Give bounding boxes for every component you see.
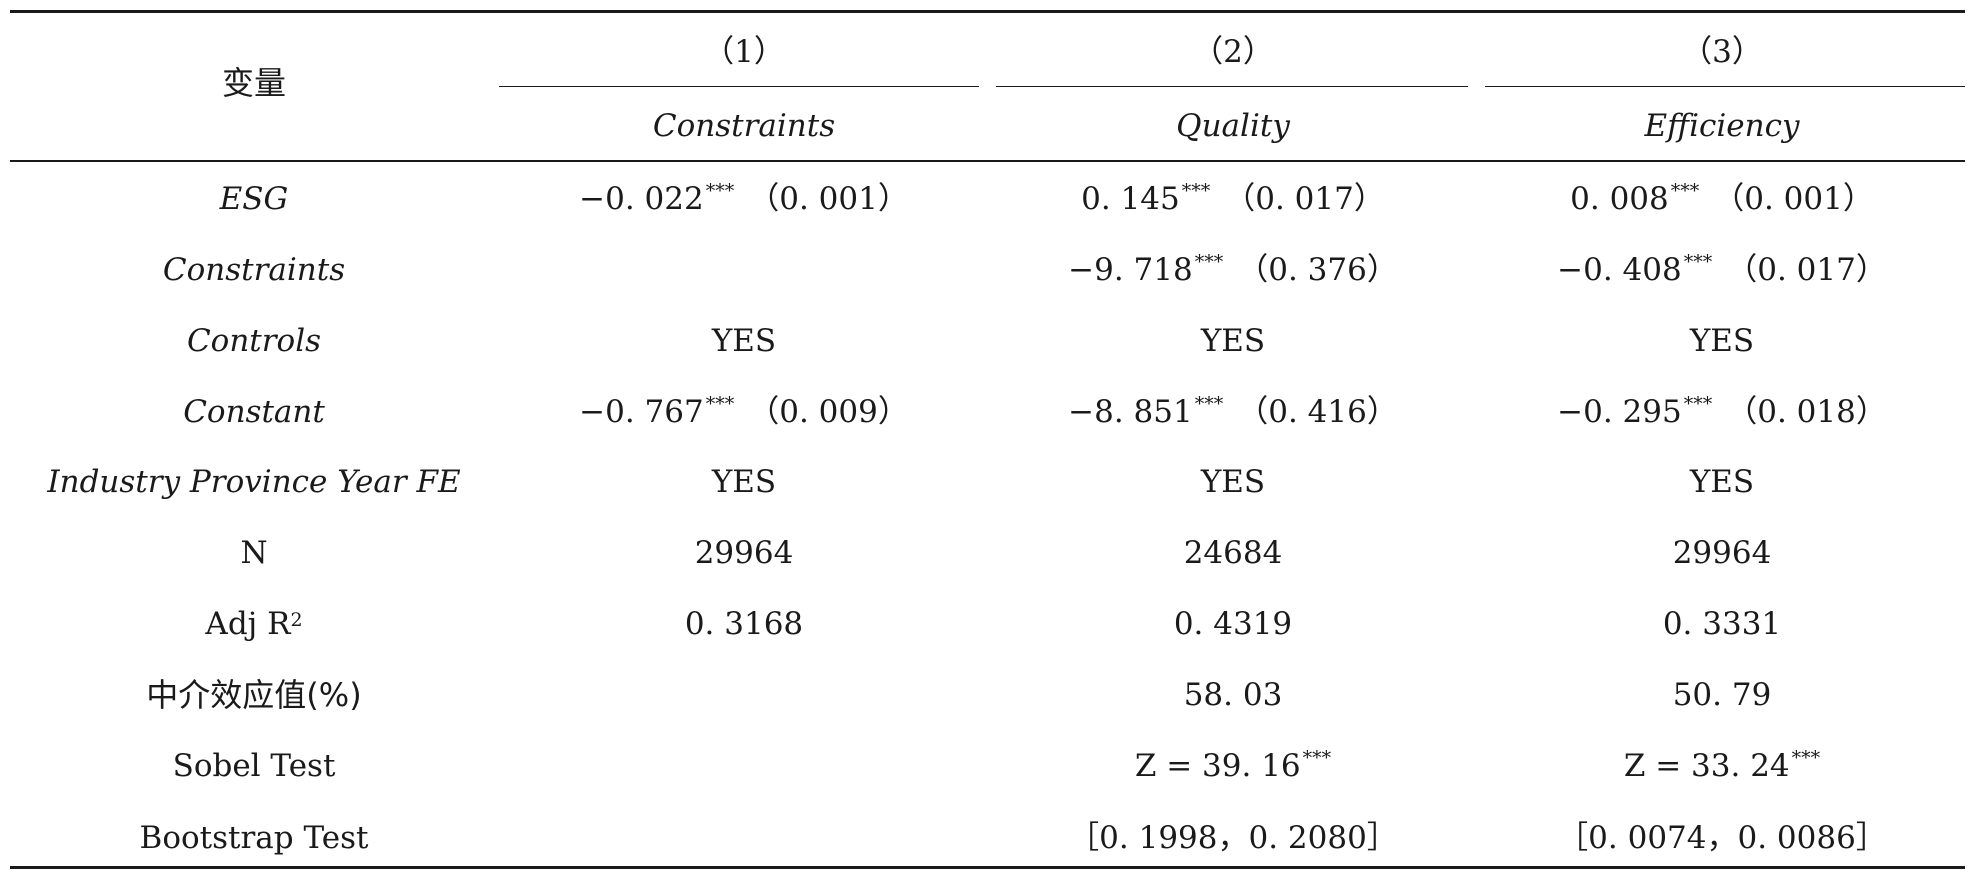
interval-cell: ［0. 0074，0. 0086］	[1557, 820, 1887, 856]
row-label: Adj R2	[205, 606, 303, 642]
variable-header: 变量	[221, 64, 287, 102]
model-number-3: （3）	[1681, 34, 1763, 70]
column-group-rule	[996, 86, 1468, 87]
row-label: 中介效应值(%)	[146, 676, 362, 714]
row-label: Sobel Test	[172, 748, 336, 784]
dependent-variable-3: Efficiency	[1644, 108, 1800, 144]
coef-cell: −0. 767 *** （0. 009）	[579, 393, 909, 430]
dependent-variable-1: Constraints	[652, 108, 836, 144]
value-cell: YES	[1689, 464, 1755, 500]
value-cell: YES	[1200, 464, 1266, 500]
coef-cell: 0. 145 *** （0. 017）	[1081, 180, 1385, 217]
value-cell: YES	[1200, 323, 1266, 359]
coef-cell: −9. 718 *** （0. 376）	[1068, 251, 1398, 288]
table-header-rule	[10, 160, 1965, 162]
table-bottom-rule	[10, 866, 1965, 869]
value-cell: YES	[711, 323, 777, 359]
coef-cell: −0. 408 *** （0. 017）	[1557, 251, 1887, 288]
interval-cell: ［0. 1998，0. 2080］	[1068, 820, 1398, 856]
row-label: Controls	[186, 323, 322, 359]
value-cell: 0. 3331	[1662, 606, 1782, 642]
column-group-rule	[499, 86, 979, 87]
test-stat-cell: Z = 33. 24 ***	[1623, 747, 1821, 784]
value-cell: YES	[711, 464, 777, 500]
value-cell: 29964	[694, 535, 794, 571]
coef-cell: −0. 022 *** （0. 001）	[579, 180, 909, 217]
model-number-1: （1）	[703, 34, 785, 70]
coef-cell: −8. 851 *** （0. 416）	[1068, 393, 1398, 430]
value-cell: 24684	[1183, 535, 1283, 571]
row-label: Constraints	[162, 252, 346, 288]
value-cell: 0. 4319	[1173, 606, 1293, 642]
model-number-2: （2）	[1192, 34, 1274, 70]
row-label: ESG	[219, 181, 289, 217]
column-group-rule	[1485, 86, 1965, 87]
table-top-rule	[10, 10, 1965, 13]
row-label: Constant	[183, 394, 325, 430]
coef-cell: 0. 008 *** （0. 001）	[1570, 180, 1874, 217]
value-cell: 58. 03	[1183, 677, 1283, 713]
value-cell: YES	[1689, 323, 1755, 359]
row-label: N	[240, 535, 268, 571]
row-label: Industry Province Year FE	[47, 464, 461, 500]
value-cell: 50. 79	[1672, 677, 1772, 713]
dependent-variable-2: Quality	[1176, 108, 1290, 144]
value-cell: 0. 3168	[684, 606, 804, 642]
test-stat-cell: Z = 39. 16 ***	[1134, 747, 1332, 784]
row-label: Bootstrap Test	[139, 820, 369, 856]
coef-cell: −0. 295 *** （0. 018）	[1557, 393, 1887, 430]
value-cell: 29964	[1672, 535, 1772, 571]
